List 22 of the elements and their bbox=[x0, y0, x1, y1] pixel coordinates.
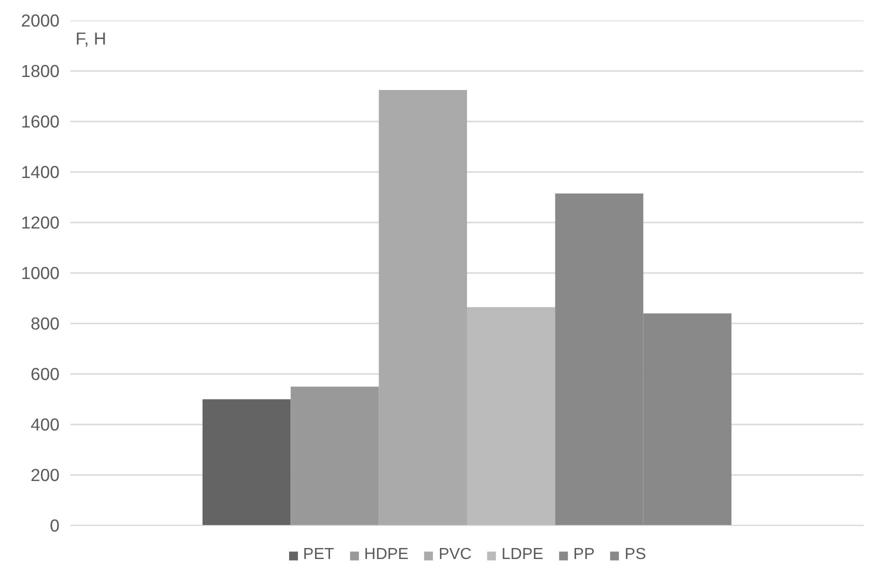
y-tick-label: 1800 bbox=[20, 61, 60, 81]
bar bbox=[378, 90, 467, 526]
y-axis-title: F, Н bbox=[76, 28, 106, 48]
y-tick-label: 200 bbox=[30, 465, 60, 485]
legend-label: HDPE bbox=[364, 546, 409, 564]
y-tick-label: 1000 bbox=[20, 263, 60, 283]
y-tick-label: 1200 bbox=[20, 212, 60, 232]
y-tick-label: 1400 bbox=[20, 162, 60, 182]
legend-label: PVC bbox=[438, 546, 472, 564]
legend-label: LDPE bbox=[502, 546, 544, 564]
legend-label: PS bbox=[624, 546, 646, 564]
bar bbox=[467, 307, 556, 526]
y-tick-label: 600 bbox=[30, 364, 60, 384]
y-tick-label: 1600 bbox=[20, 112, 60, 132]
y-tick-label: 400 bbox=[30, 414, 60, 434]
y-tick-label: 800 bbox=[30, 314, 60, 334]
legend-label: PET bbox=[303, 546, 334, 564]
bar bbox=[290, 386, 379, 526]
legend-label: PP bbox=[573, 546, 595, 564]
bar bbox=[202, 399, 291, 526]
y-tick-label: 0 bbox=[50, 516, 60, 536]
y-tick-label: 2000 bbox=[20, 10, 60, 30]
